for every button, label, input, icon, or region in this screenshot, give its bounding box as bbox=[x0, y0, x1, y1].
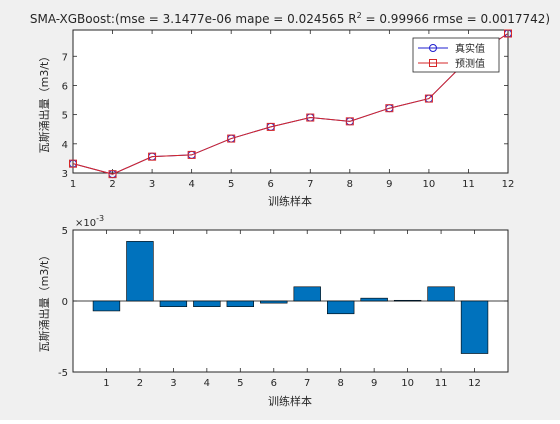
top-y-tick-label: 3 bbox=[62, 169, 68, 180]
point-predicted bbox=[504, 29, 512, 38]
bottom-x-tick-label: 2 bbox=[137, 378, 143, 389]
legend-marker-predicted bbox=[429, 59, 437, 67]
bottom-y-tick-label: 0 bbox=[62, 297, 68, 308]
bar-sample-12 bbox=[460, 300, 489, 354]
bar-sample-2 bbox=[126, 241, 154, 302]
bottom-x-tick-label: 11 bbox=[435, 378, 448, 389]
bottom-x-tick-label: 12 bbox=[468, 378, 481, 389]
bottom-x-tick-label: 10 bbox=[401, 378, 414, 389]
bar-sample-5 bbox=[226, 300, 254, 307]
top-x-tick-label: 1 bbox=[70, 179, 76, 190]
top-x-tick-label: 5 bbox=[228, 179, 234, 190]
top-x-tick-label: 4 bbox=[188, 179, 194, 190]
bottom-x-ticks: 1 2 3 4 5 6 7 8 9 10 11 12 bbox=[103, 230, 481, 389]
bar-sample-3 bbox=[159, 300, 188, 307]
legend-label-actual: 真实值 bbox=[455, 42, 485, 55]
point-predicted bbox=[266, 122, 275, 131]
top-y-tick-label: 6 bbox=[62, 81, 68, 92]
top-y-tick-label: 7 bbox=[62, 52, 68, 63]
bar-sample-10 bbox=[393, 299, 422, 302]
top-x-tick-label: 7 bbox=[307, 179, 313, 190]
top-x-tick-label: 3 bbox=[149, 179, 155, 190]
top-x-axis-label: 训练样本 bbox=[268, 194, 312, 208]
top-legend: 真实值 预测值 bbox=[412, 37, 500, 73]
bottom-x-tick-label: 3 bbox=[170, 378, 176, 389]
point-predicted bbox=[227, 134, 236, 143]
top-x-tick-label: 6 bbox=[268, 179, 274, 190]
point-predicted bbox=[345, 117, 354, 126]
top-x-ticks: 1 2 3 4 5 6 7 8 9 10 11 12 bbox=[70, 30, 515, 190]
top-y-ticks: 3 4 5 6 7 bbox=[62, 52, 508, 180]
top-y-tick-label: 4 bbox=[62, 140, 68, 151]
bottom-exponent-label: ×10-3 bbox=[75, 214, 104, 229]
bottom-x-tick-label: 4 bbox=[204, 378, 210, 389]
top-series-lines bbox=[72, 33, 509, 175]
legend-box bbox=[412, 37, 500, 73]
top-y-tick-label: 5 bbox=[62, 111, 68, 122]
bottom-x-tick-label: 1 bbox=[103, 378, 109, 389]
bottom-x-axis-label: 训练样本 bbox=[268, 394, 312, 408]
bar-sample-9 bbox=[360, 297, 388, 302]
bottom-x-tick-label: 8 bbox=[338, 378, 344, 389]
point-predicted bbox=[69, 159, 77, 168]
point-predicted bbox=[148, 152, 157, 161]
top-x-tick-label: 2 bbox=[109, 179, 115, 190]
legend-label-predicted: 预测值 bbox=[455, 57, 485, 70]
point-predicted bbox=[108, 170, 117, 179]
bar-sample-7 bbox=[293, 286, 321, 302]
top-x-tick-label: 12 bbox=[502, 179, 515, 190]
bar-sample-6 bbox=[260, 300, 288, 304]
bottom-y-tick-label: -5 bbox=[58, 368, 68, 379]
title-tail: = 0.99966 rmse = 0.0017742) bbox=[362, 12, 550, 26]
top-x-tick-label: 9 bbox=[386, 179, 392, 190]
bottom-y-axis-label: 瓦斯涌出量（m3/t） bbox=[37, 250, 51, 353]
series-line-predicted bbox=[72, 33, 509, 175]
bar-sample-4 bbox=[193, 300, 221, 307]
point-predicted bbox=[187, 150, 196, 159]
title-superscript: 2 bbox=[357, 11, 362, 20]
bar-sample-8 bbox=[327, 300, 355, 315]
legend-marker-actual bbox=[429, 44, 437, 52]
bottom-axes: ×10-3 1 2 3 4 5 6 7 8 9 10 11 12 -505 训练样本 瓦斯涌出量（m3… bbox=[37, 214, 509, 408]
top-y-axis-label: 瓦斯涌出量（m3/t） bbox=[37, 51, 51, 154]
top-x-tick-label: 10 bbox=[423, 179, 436, 190]
top-x-tick-label: 8 bbox=[347, 179, 353, 190]
top-chart-title: SMA-XGBoost:(mse = 3.1477e-06 mape = 0.0… bbox=[30, 11, 550, 26]
top-axes: SMA-XGBoost:(mse = 3.1477e-06 mape = 0.0… bbox=[30, 11, 550, 208]
bottom-x-tick-label: 6 bbox=[271, 378, 277, 389]
title-main: SMA-XGBoost:(mse = 3.1477e-06 mape = 0.0… bbox=[30, 12, 357, 26]
bar-sample-1 bbox=[92, 300, 121, 312]
bottom-x-tick-label: 7 bbox=[304, 378, 310, 389]
bottom-x-tick-label: 9 bbox=[371, 378, 377, 389]
point-predicted bbox=[385, 104, 394, 113]
bottom-x-tick-label: 5 bbox=[237, 378, 243, 389]
point-predicted bbox=[306, 113, 315, 122]
top-x-tick-label: 11 bbox=[462, 179, 475, 190]
bottom-bars bbox=[92, 241, 489, 354]
bottom-y-tick-label: 5 bbox=[62, 226, 68, 237]
bar-sample-11 bbox=[427, 286, 455, 302]
point-predicted bbox=[424, 94, 433, 103]
bottom-y-ticks: -5 0 5 bbox=[58, 226, 508, 379]
